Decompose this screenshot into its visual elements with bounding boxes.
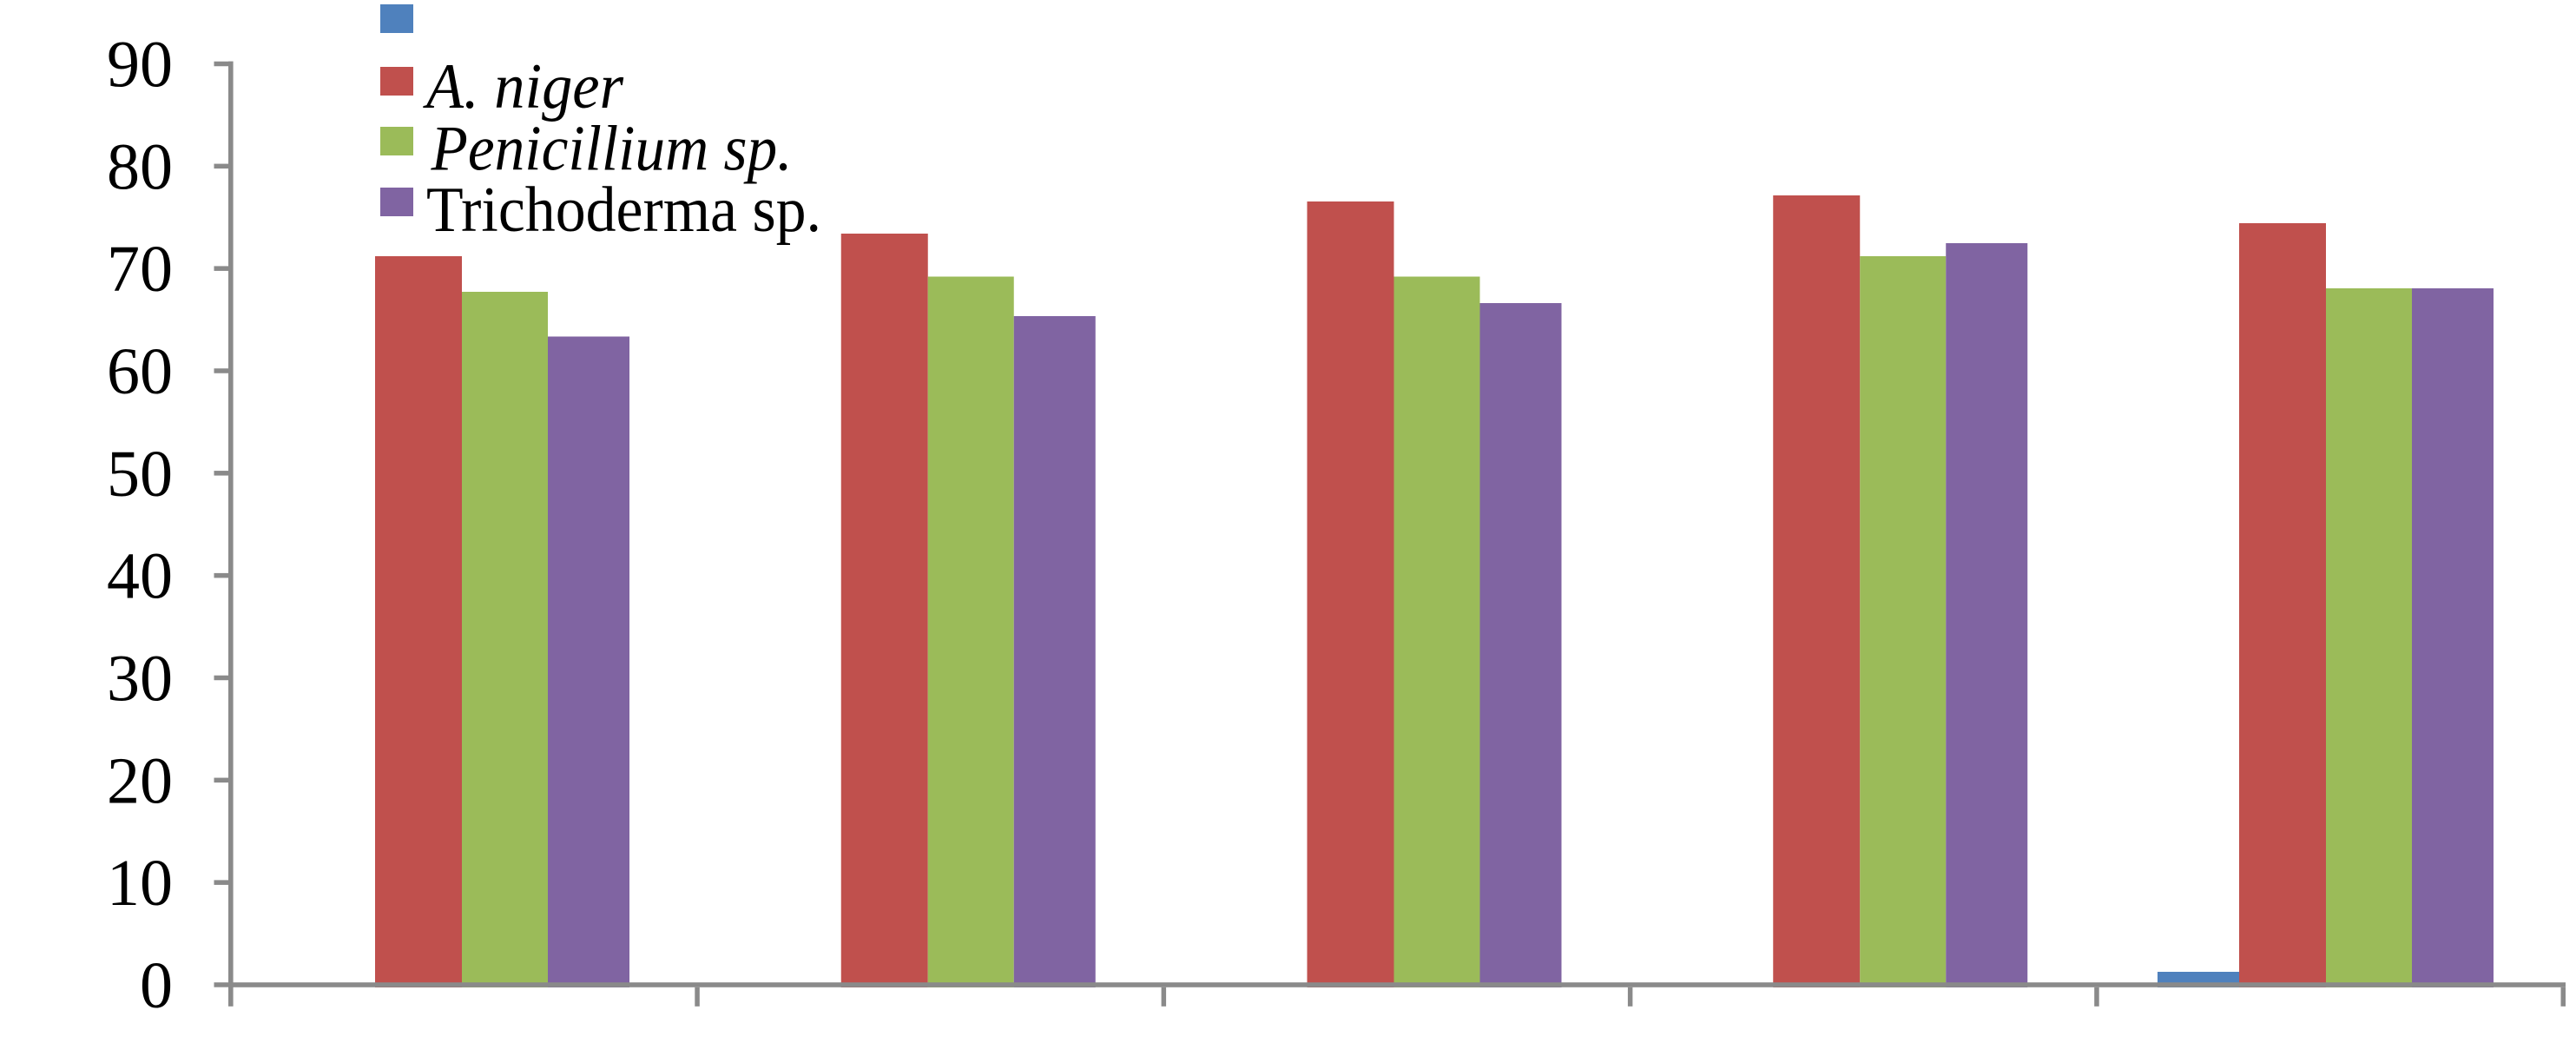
svg-text:30: 30 [107,643,173,716]
svg-text:Penicillium sp.: Penicillium sp. [431,114,793,185]
svg-text:10: 10 [107,847,173,920]
svg-text:0: 0 [140,949,173,1022]
svg-text:80: 80 [107,130,173,203]
svg-text:20: 20 [107,744,173,817]
svg-text:70: 70 [107,233,173,306]
svg-text:A. niger: A. niger [422,51,624,122]
svg-text:40: 40 [107,540,173,613]
svg-text:50: 50 [107,438,173,511]
svg-text:90: 90 [107,29,173,102]
svg-text:Trichoderma sp.: Trichoderma sp. [426,175,821,246]
svg-text:60: 60 [107,335,173,408]
